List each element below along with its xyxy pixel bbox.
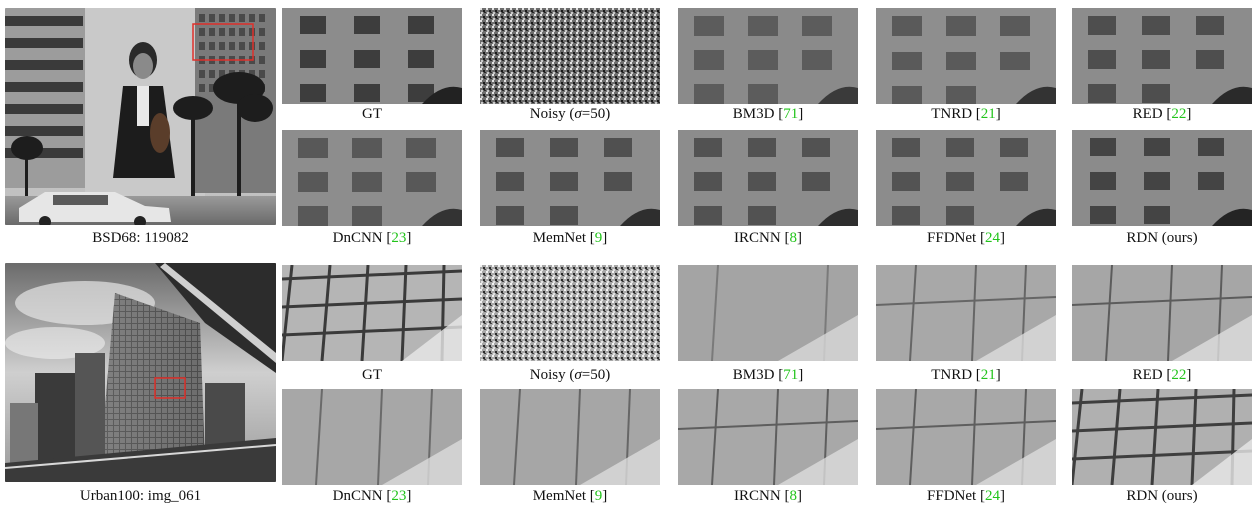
urban100-patch-tnrd [876, 265, 1056, 361]
urban100-zoom-box [154, 377, 186, 399]
urban100-patch-ffdnet [876, 389, 1056, 485]
urban100-label-memnet: MemNet [9] [532, 488, 608, 504]
urban100-patch-red [1072, 265, 1252, 361]
bsd68-zoom-box [192, 23, 254, 61]
urban100-main-image [5, 263, 276, 482]
bsd68-patch-noisy [480, 8, 660, 104]
bsd68-caption: BSD68: 119082 [92, 230, 189, 246]
bsd68-label-tnrd: TNRD [21] [931, 106, 1001, 122]
urban100-label-gt: GT [362, 367, 382, 383]
bsd68-patch-memnet [480, 130, 660, 226]
urban100-label-ircnn: IRCNN [8] [734, 488, 802, 504]
urban100-patch-ircnn [678, 389, 858, 485]
bsd68-label-red: RED [22] [1132, 106, 1192, 122]
urban100-label-bm3d: BM3D [71] [732, 367, 804, 383]
bsd68-patch-rdn [1072, 130, 1252, 226]
bsd68-label-gt: GT [362, 106, 382, 122]
urban100-scene [5, 263, 276, 482]
bsd68-label-ffdnet: FFDNet [24] [927, 230, 1005, 246]
bsd68-label-rdn: RDN (ours) [1126, 230, 1198, 246]
urban100-patch-noisy [480, 265, 660, 361]
bsd68-label-noisy: Noisy (σ=50) [529, 106, 611, 122]
noise-texture [480, 265, 660, 361]
bsd68-scene [5, 8, 276, 225]
bsd68-label-ircnn: IRCNN [8] [734, 230, 802, 246]
bsd68-patch-red [1072, 8, 1252, 104]
bsd68-label-memnet: MemNet [9] [532, 230, 608, 246]
urban100-patch-rdn [1072, 389, 1252, 485]
urban100-patch-gt [282, 265, 462, 361]
urban100-label-red: RED [22] [1132, 367, 1192, 383]
urban100-patch-dncnn [282, 389, 462, 485]
urban100-label-ffdnet: FFDNet [24] [927, 488, 1005, 504]
bsd68-patch-ircnn [678, 130, 858, 226]
urban100-caption: Urban100: img_061 [79, 488, 202, 504]
urban100-label-tnrd: TNRD [21] [931, 367, 1001, 383]
bsd68-label-dncnn: DnCNN [23] [332, 230, 412, 246]
bsd68-patch-dncnn [282, 130, 462, 226]
urban100-patch-memnet [480, 389, 660, 485]
urban100-label-noisy: Noisy (σ=50) [529, 367, 611, 383]
urban100-label-rdn: RDN (ours) [1126, 488, 1198, 504]
bsd68-main-image [5, 8, 276, 225]
bsd68-patch-bm3d [678, 8, 858, 104]
bsd68-patch-gt [282, 8, 462, 104]
bsd68-label-bm3d: BM3D [71] [732, 106, 804, 122]
bsd68-patch-ffdnet [876, 130, 1056, 226]
noise-texture [480, 8, 660, 104]
urban100-patch-bm3d [678, 265, 858, 361]
urban100-label-dncnn: DnCNN [23] [332, 488, 412, 504]
bsd68-patch-tnrd [876, 8, 1056, 104]
